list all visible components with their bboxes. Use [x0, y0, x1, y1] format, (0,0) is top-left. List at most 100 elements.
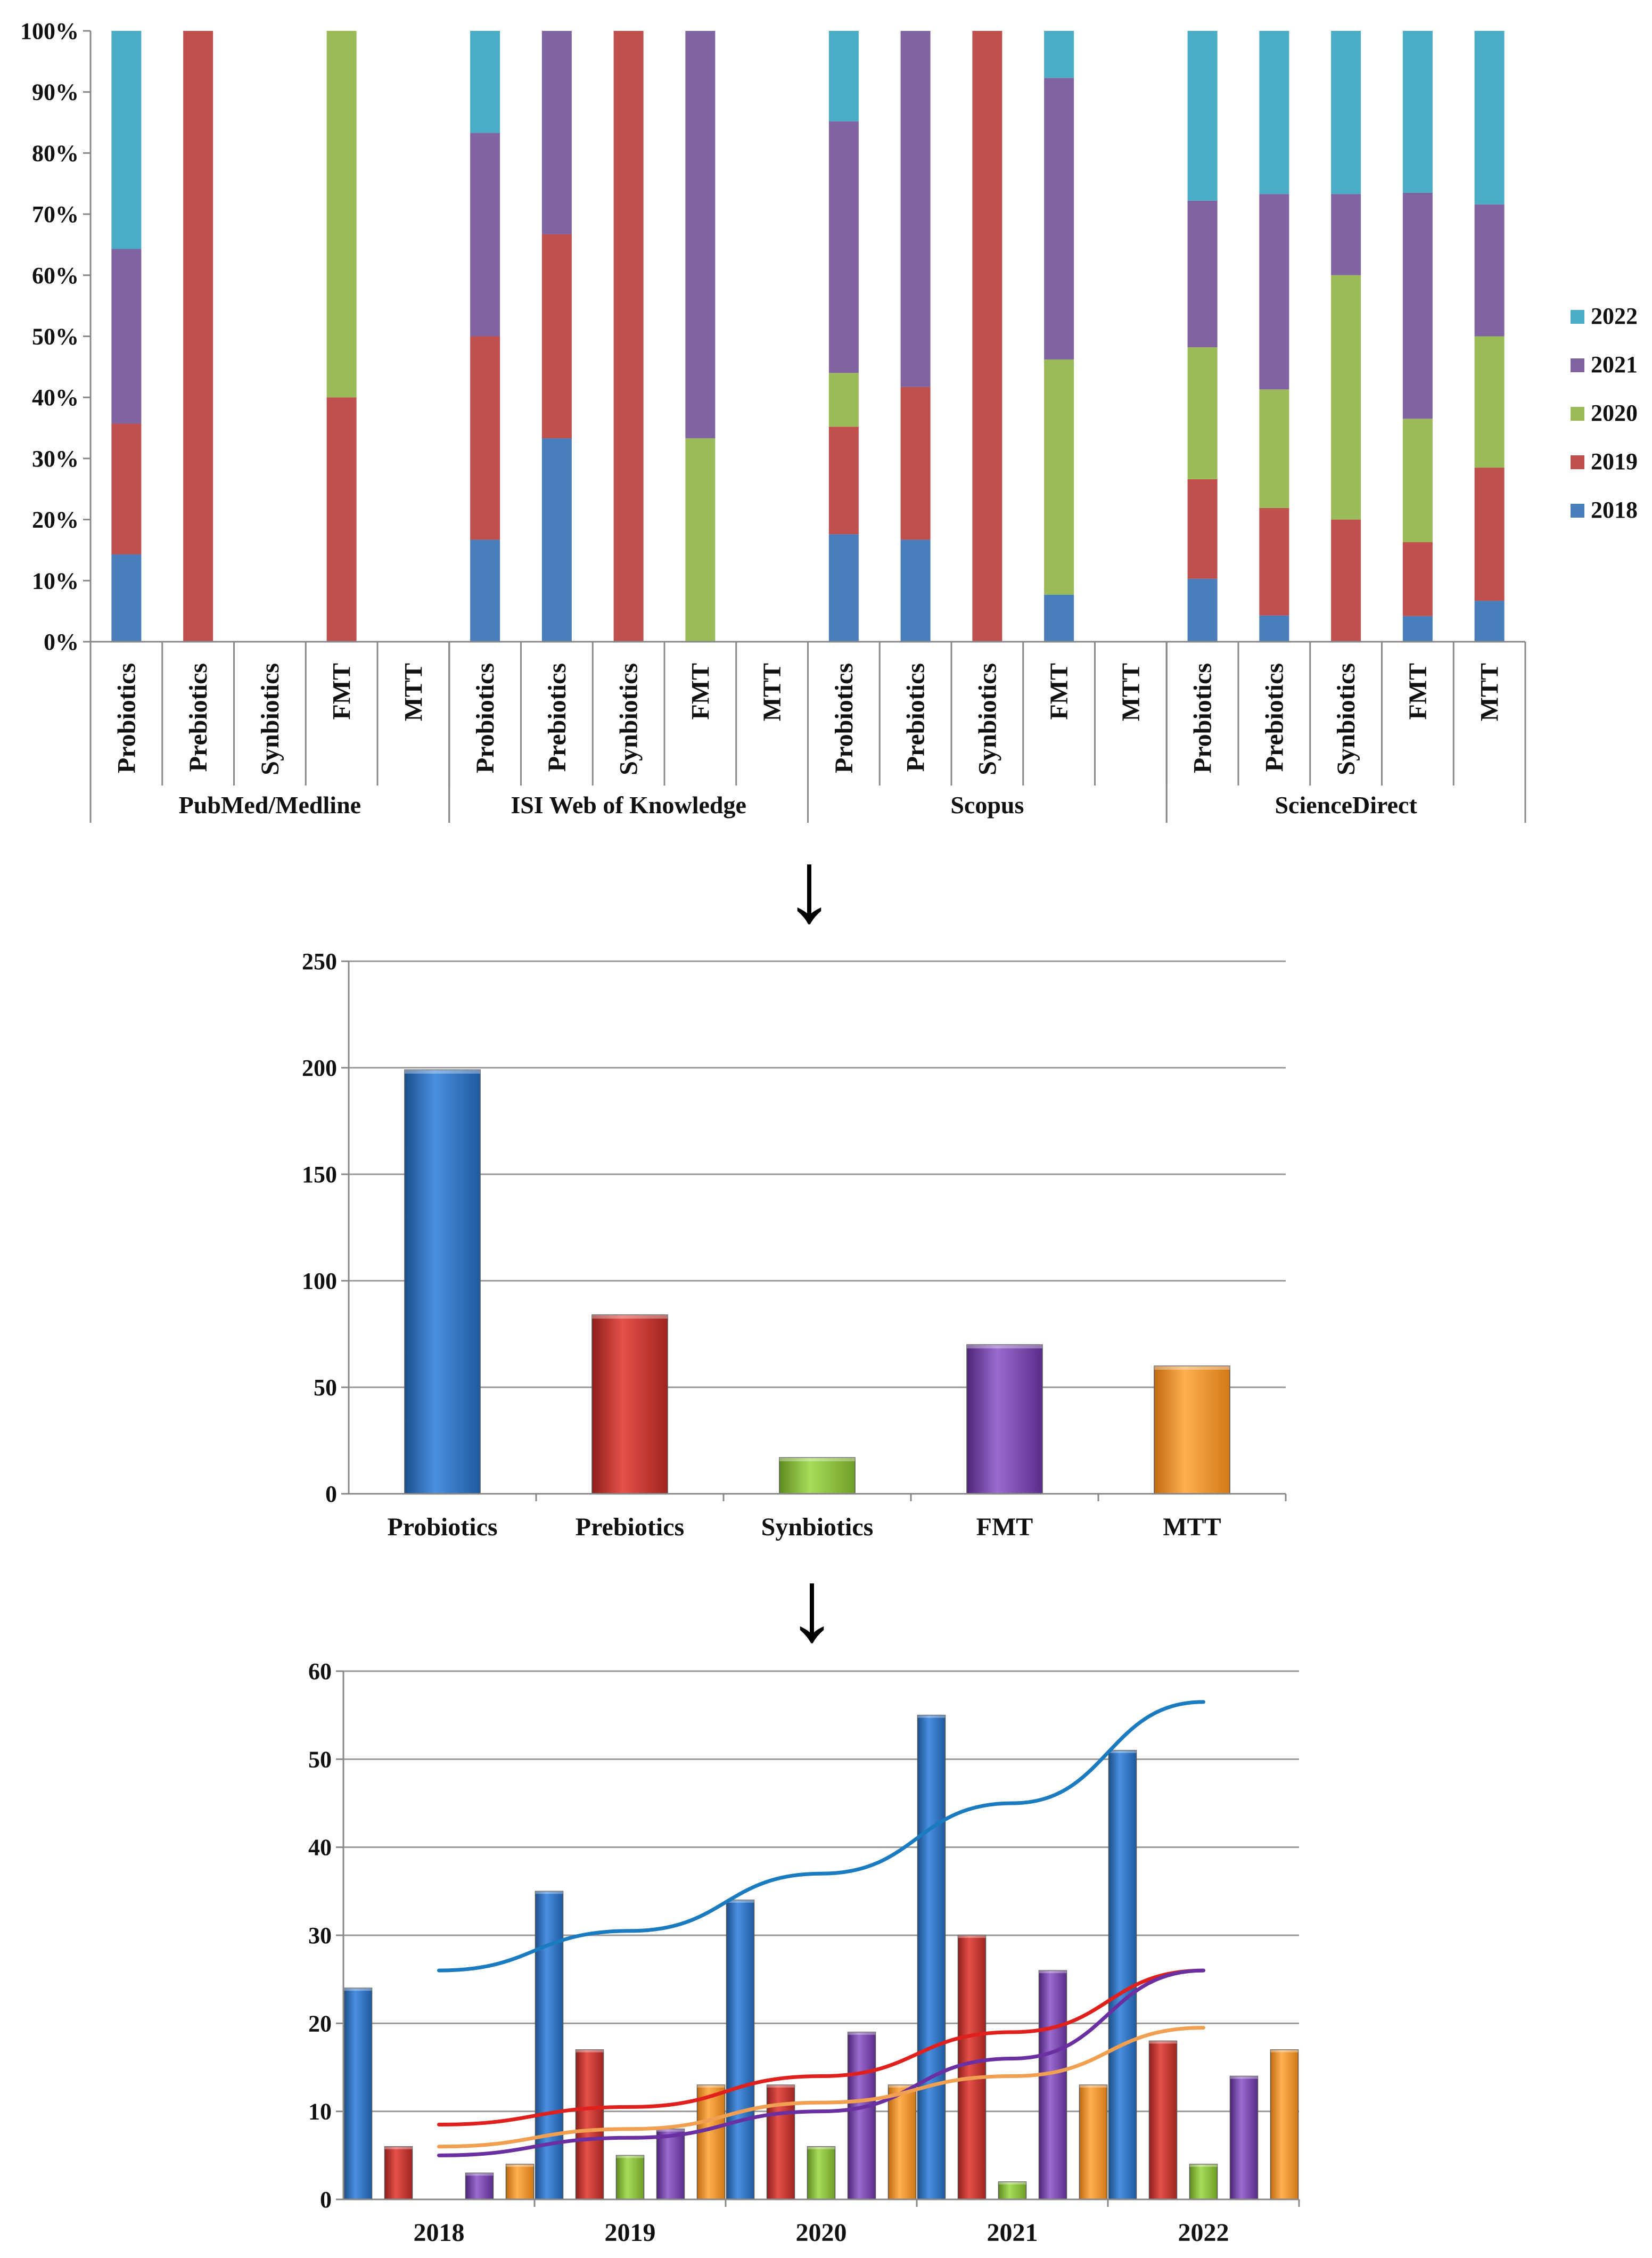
bar-probiotics-2019	[535, 1891, 564, 2200]
bar-mtt-2020	[887, 2084, 917, 2200]
y-tick-label: 60	[308, 1658, 332, 1684]
bar-highlight	[616, 2155, 644, 2158]
bar-segment-2020	[1402, 419, 1433, 543]
bar-probiotics-2020	[726, 1900, 755, 2200]
bar-highlight	[726, 1900, 754, 1903]
bar-fmt	[966, 1344, 1043, 1494]
category-label: Probiotics	[1189, 663, 1217, 773]
bar-probiotics	[404, 1069, 481, 1494]
y-tick-label: 90%	[32, 79, 79, 105]
bar-highlight	[917, 1715, 946, 1718]
y-tick-label: 0	[325, 1481, 337, 1507]
bar-highlight	[535, 1891, 563, 1894]
bar-segment-2021	[1402, 192, 1433, 419]
category-label: Probiotics	[830, 663, 858, 773]
y-tick-label: 40%	[32, 384, 79, 411]
bar-synbiotics-2019	[615, 2155, 645, 2200]
bar-mtt-2019	[696, 2084, 726, 2200]
bar-segment-2022	[1474, 31, 1505, 204]
y-tick-label: 70%	[32, 201, 79, 227]
bar-fmt-2022	[1229, 2075, 1259, 2200]
bar-segment-2020	[828, 373, 859, 427]
legend-label: 2018	[1591, 497, 1638, 523]
bar-highlight	[344, 1988, 372, 1991]
y-tick-label: 60%	[32, 263, 79, 289]
y-tick-label: 100%	[20, 18, 79, 44]
bar-segment-2022	[1044, 31, 1074, 78]
bar-segment-2018	[1187, 578, 1218, 642]
bar-highlight	[384, 2146, 413, 2149]
bar-segment-2021	[1187, 200, 1218, 348]
category-label: Synbiotics	[256, 663, 284, 775]
y-tick-label: 0	[320, 2187, 332, 2213]
bar-segment-2019	[470, 336, 500, 540]
bar-synbiotics	[779, 1457, 856, 1494]
bar-segment-2019	[1259, 508, 1289, 616]
category-label: Synbiotics	[615, 663, 643, 775]
bar-highlight	[1270, 2049, 1298, 2052]
bar-segment-2019	[111, 423, 142, 554]
bar-segment-2021	[685, 31, 716, 439]
bar-segment-2019	[183, 31, 213, 642]
y-tick-label: 50	[314, 1375, 337, 1401]
bar-fmt-2021	[1038, 1970, 1067, 2200]
trendline-prebiotics	[437, 1968, 1205, 2126]
bar-highlight	[465, 2173, 494, 2176]
bar-segment-2022	[1187, 31, 1218, 201]
y-tick-label: 10	[308, 2099, 332, 2125]
category-label: 2021	[987, 2219, 1038, 2247]
legend-swatch	[1571, 407, 1584, 421]
bar-segment-2021	[1331, 194, 1361, 275]
legend-label: 2019	[1591, 448, 1638, 474]
bar-segment-2022	[828, 31, 859, 121]
stacked-percent-chart: 0% 10% 20% 30% 40% 50% 60% 70% 80% 90% 100% Probio…	[20, 18, 1638, 823]
category-label: Prebiotics	[543, 663, 571, 772]
bar-segment-2021	[1259, 194, 1289, 390]
bar-highlight	[576, 2049, 604, 2052]
bar-prebiotics	[591, 1314, 668, 1494]
bar-segment-2018	[541, 438, 572, 642]
bar-probiotics-2018	[343, 1987, 373, 2200]
bar-segment-2019	[613, 31, 644, 642]
bar-segment-2021	[1044, 78, 1074, 360]
bar-segment-2018	[1044, 594, 1074, 642]
category-label: Prebiotics	[576, 1513, 684, 1541]
legend-label: 2022	[1591, 303, 1638, 329]
bar-segment-2019	[1402, 542, 1433, 616]
category-label: MTT	[399, 663, 428, 721]
bar-segment-2021	[470, 133, 500, 337]
bar-highlight	[405, 1070, 480, 1074]
bar-highlight	[848, 2032, 876, 2035]
bar-highlight	[958, 1935, 986, 1938]
bar-mtt-2018	[505, 2164, 535, 2200]
bar-prebiotics-2022	[1148, 2040, 1178, 2200]
bar-prebiotics-2021	[957, 1935, 987, 2200]
category-label: FMT	[1404, 663, 1432, 720]
bar-segment-2022	[111, 31, 142, 249]
y-tick-label: 20%	[32, 507, 79, 533]
totals-bar-chart: 0 50 100 150 200 250 Probiotics Prebiotics Synb…	[302, 948, 1287, 1541]
bar-segment-2019	[828, 427, 859, 535]
bar-segment-2022	[1402, 31, 1433, 193]
bar-highlight	[967, 1345, 1042, 1348]
bar-highlight	[592, 1315, 668, 1319]
category-label: Synbiotics	[973, 663, 1001, 775]
bar-highlight	[1108, 1750, 1137, 1753]
bar-segment-2019	[541, 234, 572, 439]
bar-mtt	[1154, 1365, 1230, 1494]
bar-highlight	[506, 2164, 534, 2167]
bar-highlight	[807, 2146, 835, 2149]
bar-segment-2020	[1044, 359, 1074, 595]
bar-highlight	[1149, 2041, 1177, 2044]
bar-highlight	[697, 2085, 725, 2088]
y-tick-label: 0%	[44, 629, 79, 655]
legend-swatch	[1571, 455, 1584, 469]
category-label: 2022	[1178, 2219, 1229, 2247]
category-label: Probiotics	[112, 663, 141, 773]
bar-segment-2019	[972, 31, 1002, 642]
legend-swatch	[1571, 358, 1584, 372]
bar-segment-2018	[1259, 615, 1289, 642]
trendline-probiotics	[437, 1700, 1205, 1973]
bar-segment-2019	[326, 397, 357, 642]
